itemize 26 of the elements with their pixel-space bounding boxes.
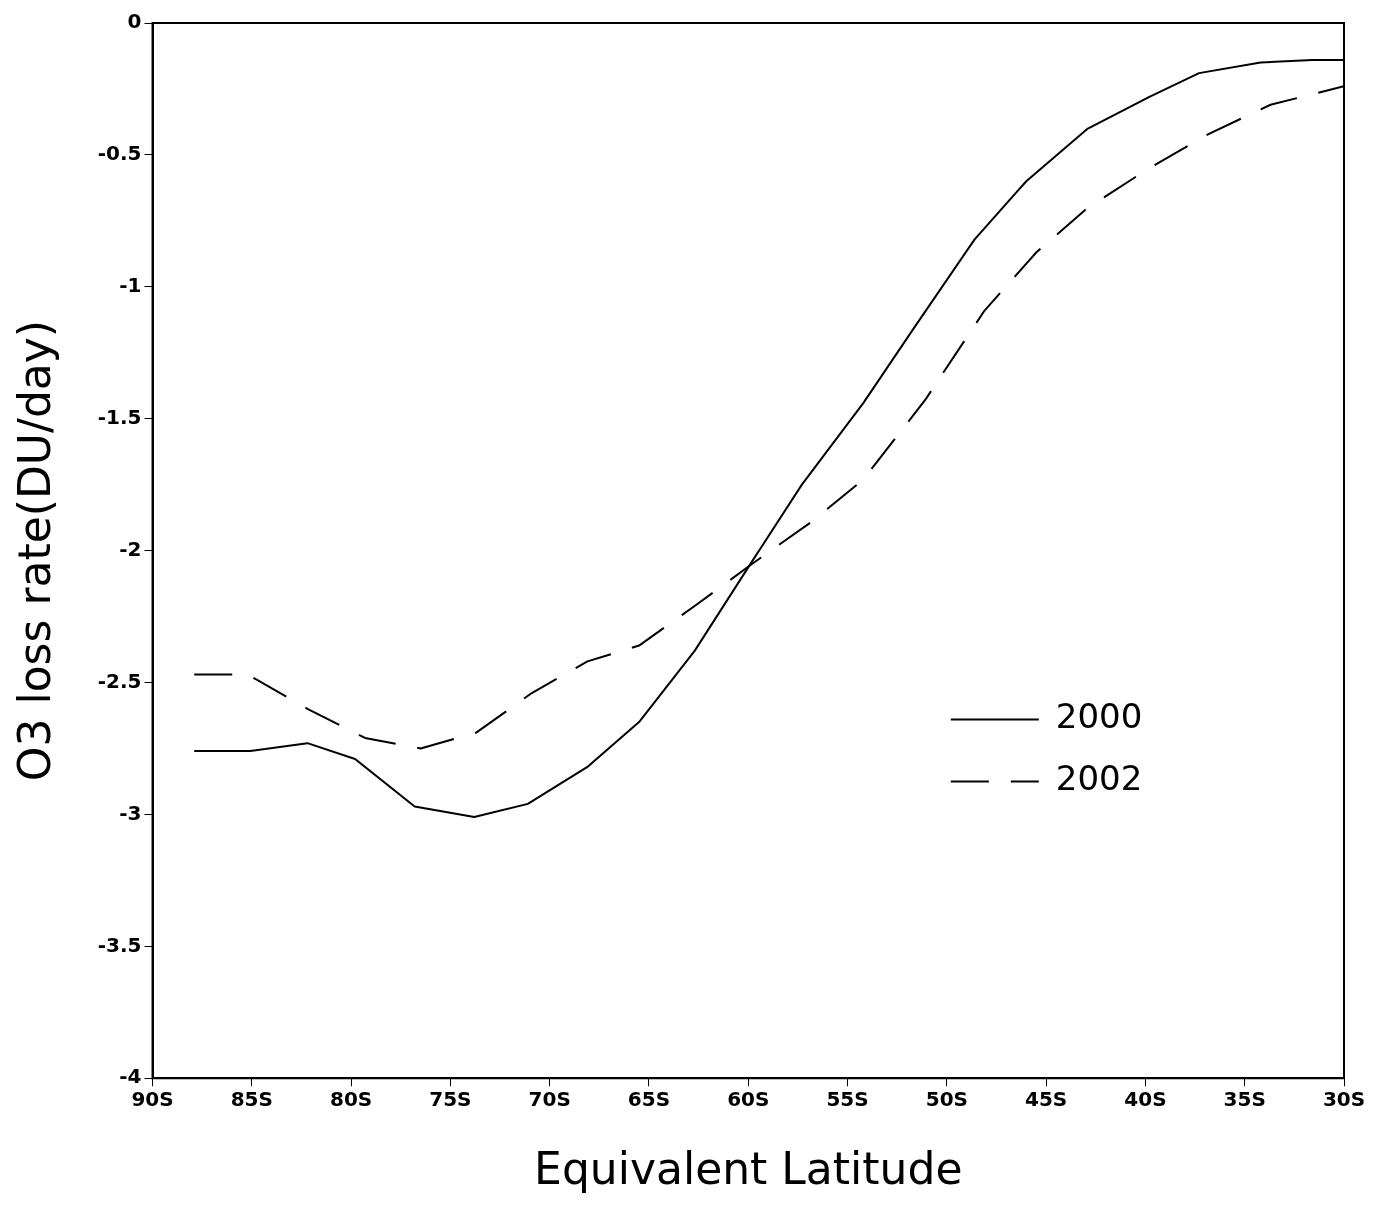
x-tick-label: 65S (627, 1087, 671, 1112)
x-tick-label: 50S (925, 1087, 968, 1112)
x-tick-label: 40S (1124, 1087, 1167, 1112)
y-tick-label: -4 (119, 1064, 142, 1089)
x-tick-label: 85S (230, 1087, 273, 1112)
y-tick-label: -3 (119, 800, 142, 825)
y-tick-label: -0.5 (97, 141, 142, 166)
x-tick-label: 55S (826, 1087, 869, 1112)
y-tick-label: 0 (127, 9, 142, 34)
y-tick-label: -1 (119, 273, 142, 297)
legend-label: 2002 (1055, 758, 1143, 799)
x-tick-label: 90S (131, 1087, 174, 1112)
x-tick-label: 80S (329, 1087, 373, 1112)
y-tick-label: -2 (119, 536, 142, 561)
x-tick-label: 45S (1025, 1087, 1068, 1112)
y-tick-label: -2.5 (97, 668, 142, 693)
x-tick-label: 60S (727, 1087, 770, 1112)
y-tick-label: -1.5 (97, 404, 142, 429)
x-tick-label: 30S (1322, 1087, 1366, 1112)
x-axis-title: Equivalent Latitude (534, 1143, 963, 1195)
y-tick-label: -3.5 (97, 932, 142, 957)
x-tick-label: 75S (429, 1087, 472, 1112)
legend-label: 2000 (1055, 696, 1143, 737)
x-tick-label: 70S (528, 1087, 571, 1112)
y-axis-title: O3 loss rate(DU/day) (8, 320, 60, 782)
x-tick-label: 35S (1223, 1087, 1266, 1112)
